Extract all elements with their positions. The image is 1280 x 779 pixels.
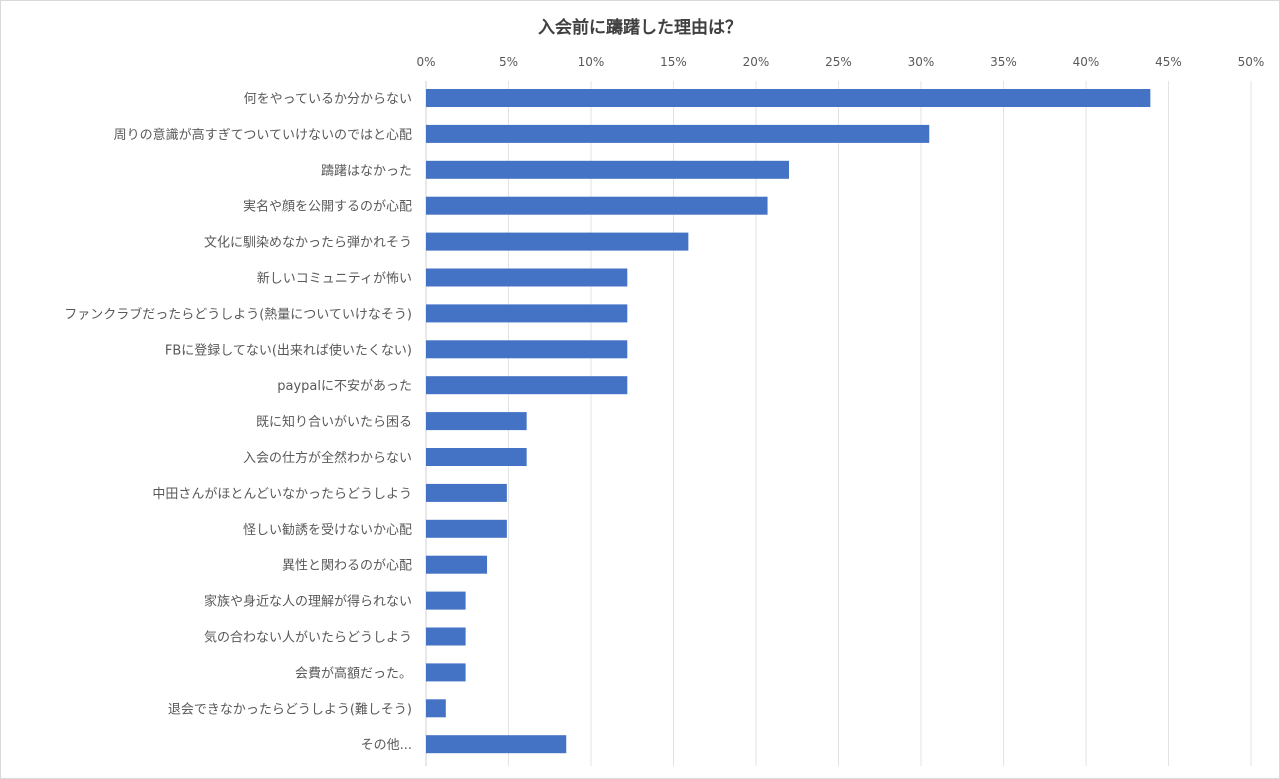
x-tick-label: 20% (743, 55, 770, 69)
category-label: その他... (361, 738, 412, 753)
category-label: 新しいコミュニティが怖い (257, 271, 412, 287)
bar (426, 340, 628, 359)
bar (426, 555, 488, 574)
x-tick-label: 10% (578, 55, 605, 69)
category-label: 周りの意識が高すぎてついていけないのではと心配 (114, 127, 412, 143)
bar (426, 663, 466, 682)
bar (426, 735, 567, 754)
category-label: 文化に馴染めなかったら弾かれそう (204, 236, 412, 251)
bar (426, 196, 768, 215)
x-tick-label: 0% (416, 55, 435, 69)
bar (426, 268, 628, 287)
x-tick-label: 50% (1238, 55, 1265, 69)
category-label: 躊躇はなかった (321, 164, 412, 179)
gridlines (425, 81, 1252, 766)
bar (426, 699, 446, 718)
x-tick-label: 15% (660, 55, 687, 69)
category-label: 会費が高額だった。 (295, 665, 412, 681)
chart-title: 入会前に躊躇した理由は？ (538, 18, 742, 38)
bar (426, 124, 930, 143)
bar (426, 627, 466, 646)
x-axis-ticks: 0% 5% 10% 15% 20% 25% 30% 35% 40% 45% 50% (416, 55, 1264, 69)
category-labels: 何をやっているか分からない周りの意識が高すぎてついていけないのではと心配躊躇はな… (64, 91, 412, 753)
category-label: FBに登録してない(出来れば使いたくない) (165, 342, 412, 358)
category-label: paypalに不安があった (277, 379, 412, 394)
x-tick-label: 40% (1073, 55, 1100, 69)
bar (426, 89, 1151, 107)
category-label: 異性と関わるのが心配 (282, 559, 412, 574)
bar (426, 160, 789, 179)
x-tick-label: 5% (499, 55, 518, 69)
bar (426, 376, 628, 395)
bar (426, 591, 466, 610)
x-tick-label: 35% (990, 55, 1017, 69)
x-tick-label: 25% (825, 55, 852, 69)
category-label: 中田さんがほとんどいなかったらどうしよう (152, 487, 412, 502)
category-label: 退会できなかったらどうしよう(難しそう) (168, 702, 412, 717)
x-tick-label: 45% (1155, 55, 1182, 69)
category-label: 実名や顔を公開するのが心配 (243, 199, 412, 215)
category-label: 家族や身近な人の理解が得られない (204, 594, 412, 610)
x-tick-label: 30% (908, 55, 935, 69)
bar (426, 483, 507, 502)
category-label: 入会の仕方が全然わからない (243, 450, 412, 466)
bar (426, 232, 689, 251)
bar (426, 412, 527, 431)
bar (426, 519, 507, 538)
bar (426, 448, 527, 466)
bar (426, 304, 628, 323)
category-label: 気の合わない人がいたらどうしよう (204, 630, 412, 646)
category-label: 何をやっているか分からない (244, 91, 412, 107)
category-label: 既に知り合いがいたら困る (256, 414, 412, 430)
category-label: ファンクラブだったらどうしよう(熱量についていけなそう) (64, 306, 412, 322)
category-label: 怪しい勧誘を受けないか心配 (243, 522, 412, 538)
bars (426, 89, 1151, 754)
